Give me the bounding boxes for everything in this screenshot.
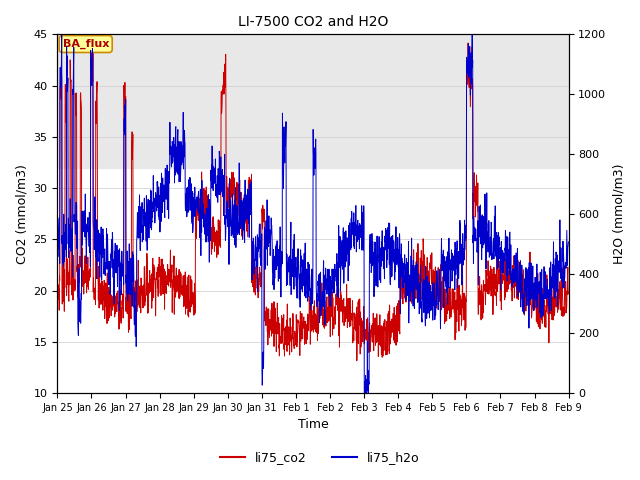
Text: BA_flux: BA_flux <box>63 39 109 49</box>
Y-axis label: CO2 (mmol/m3): CO2 (mmol/m3) <box>15 164 28 264</box>
Bar <box>58 35 568 168</box>
Y-axis label: H2O (mmol/m3): H2O (mmol/m3) <box>612 164 625 264</box>
Title: LI-7500 CO2 and H2O: LI-7500 CO2 and H2O <box>238 15 388 29</box>
X-axis label: Time: Time <box>298 419 328 432</box>
Legend: li75_co2, li75_h2o: li75_co2, li75_h2o <box>215 446 425 469</box>
